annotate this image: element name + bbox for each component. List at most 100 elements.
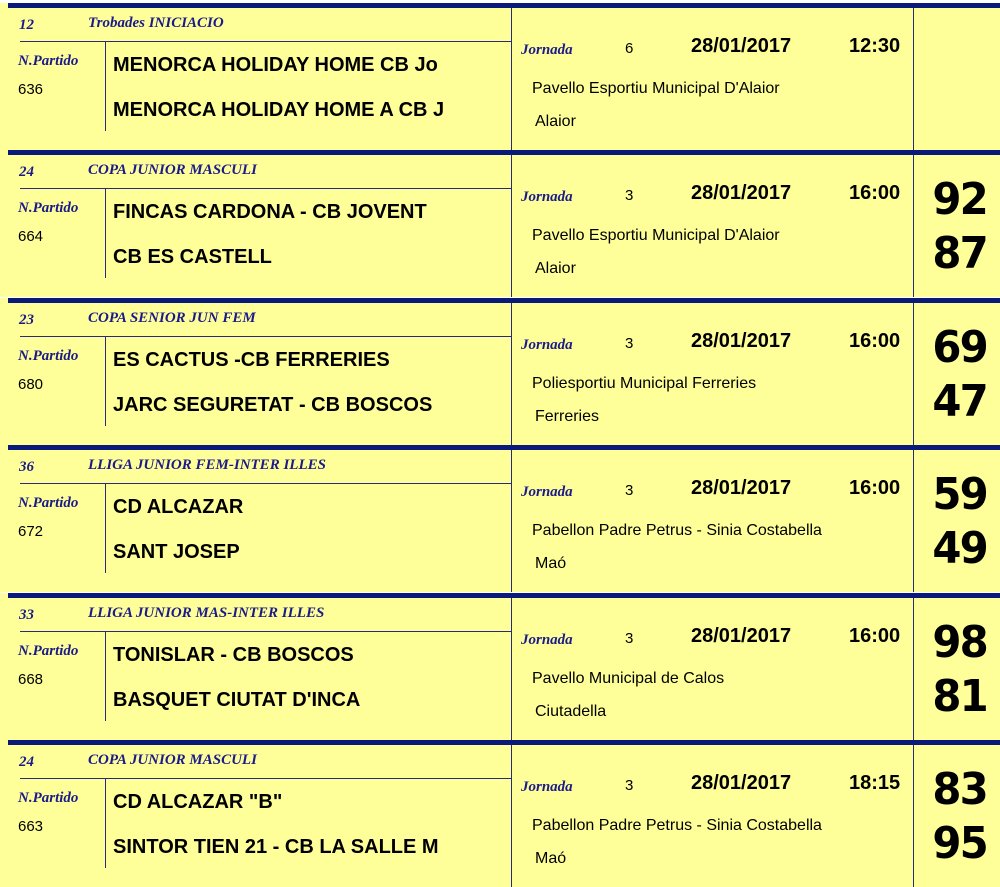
- divider: [20, 188, 511, 190]
- partido-label: N.Partido: [18, 790, 79, 806]
- jornada-label: Jornada: [521, 779, 573, 795]
- partido-label: N.Partido: [18, 200, 79, 217]
- row-divider: [8, 297, 1000, 303]
- match-time: 18:15: [849, 772, 901, 794]
- jornada-number: 3: [625, 482, 634, 500]
- away-team: SINTOR TIEN 21 - CB LA SALLE M: [113, 836, 439, 858]
- city: Maó: [535, 850, 567, 867]
- game-row[interactable]: 12 Trobades INICIACIO N.Partido 636 MENO…: [0, 3, 1000, 150]
- divider: [913, 450, 914, 593]
- divider: [105, 778, 106, 868]
- jornada-label: Jornada: [521, 631, 573, 648]
- away-score: 81: [932, 670, 988, 722]
- city: Ferreries: [535, 407, 600, 425]
- jornada-label: Jornada: [521, 336, 573, 353]
- home-team: CD ALCAZAR: [113, 496, 244, 519]
- divider: [913, 597, 914, 740]
- jornada-number: 3: [625, 777, 634, 794]
- venue: Pavello Esportiu Municipal D'Alaior: [532, 80, 780, 97]
- away-team: MENORCA HOLIDAY HOME A CB J: [113, 99, 445, 121]
- divider: [105, 630, 106, 721]
- match-time: 16:00: [849, 182, 901, 205]
- venue: Pabellon Padre Petrus - Sinia Costabella: [532, 522, 822, 540]
- jornada-number: 3: [625, 629, 634, 647]
- away-score: 87: [932, 228, 988, 280]
- game-row[interactable]: 33 LLIGA JUNIOR MAS-INTER ILLES N.Partid…: [0, 592, 1000, 740]
- away-team: CB ES CASTELL: [113, 246, 272, 269]
- match-date: 28/01/2017: [691, 35, 792, 57]
- match-date: 28/01/2017: [691, 477, 792, 500]
- category-name: COPA JUNIOR MASCULI: [88, 162, 257, 179]
- jornada-number: 3: [625, 334, 634, 352]
- category-name: COPA JUNIOR MASCULI: [88, 752, 257, 768]
- city: Alaior: [535, 113, 576, 130]
- home-score: 59: [932, 469, 988, 521]
- category-name: Trobades INICIACIO: [88, 15, 224, 31]
- away-team: JARC SEGURETAT - CB BOSCOS: [113, 393, 433, 416]
- away-score: 49: [932, 523, 988, 575]
- divider: [511, 8, 512, 150]
- divider: [511, 745, 512, 887]
- partido-label: N.Partido: [18, 495, 79, 512]
- divider: [511, 450, 512, 593]
- divider: [20, 630, 511, 632]
- match-date: 28/01/2017: [691, 772, 792, 794]
- divider: [913, 302, 914, 445]
- category-name: COPA SENIOR JUN FEM: [88, 309, 256, 326]
- jornada-number: 3: [625, 187, 634, 205]
- venue: Poliesportiu Municipal Ferreries: [532, 374, 757, 392]
- category-number: 24: [19, 754, 34, 770]
- row-divider: [8, 740, 1000, 745]
- match-date: 28/01/2017: [691, 624, 792, 647]
- divider: [105, 335, 106, 426]
- city: Ciutadella: [535, 702, 607, 720]
- partido-number: 636: [18, 81, 44, 98]
- partido-label: N.Partido: [18, 53, 79, 69]
- match-date: 28/01/2017: [691, 329, 792, 352]
- jornada-label: Jornada: [521, 42, 573, 58]
- jornada-number: 6: [625, 40, 634, 57]
- city: Alaior: [535, 260, 576, 278]
- category-number: 33: [19, 606, 34, 623]
- home-team: ES CACTUS -CB FERRERIES: [113, 348, 390, 371]
- home-score: 98: [932, 616, 988, 668]
- divider: [913, 8, 914, 150]
- category-number: 36: [19, 459, 34, 476]
- venue: Pavello Esportiu Municipal D'Alaior: [532, 227, 780, 245]
- match-date: 28/01/2017: [691, 182, 792, 205]
- divider: [105, 188, 106, 279]
- home-score: 83: [932, 764, 988, 815]
- game-row[interactable]: 24 COPA JUNIOR MASCULI N.Partido 663 CD …: [0, 740, 1000, 887]
- category-name: LLIGA JUNIOR FEM-INTER ILLES: [88, 457, 326, 474]
- jornada-label: Jornada: [521, 484, 573, 501]
- home-team: FINCAS CARDONA - CB JOVENT: [113, 201, 427, 224]
- venue: Pabellon Padre Petrus - Sinia Costabella: [532, 817, 822, 834]
- partido-number: 672: [18, 523, 44, 541]
- partido-number: 663: [18, 818, 44, 835]
- divider: [20, 483, 511, 485]
- match-time: 16:00: [849, 624, 901, 647]
- away-score: 47: [932, 375, 988, 427]
- game-row[interactable]: 23 COPA SENIOR JUN FEM N.Partido 680 ES …: [0, 297, 1000, 445]
- match-time: 16:00: [849, 477, 901, 500]
- away-team: BASQUET CIUTAT D'INCA: [113, 688, 361, 711]
- home-score: 92: [932, 174, 988, 226]
- divider: [511, 155, 512, 298]
- divider: [20, 778, 511, 779]
- partido-label: N.Partido: [18, 347, 79, 364]
- game-row[interactable]: 24 COPA JUNIOR MASCULI N.Partido 664 FIN…: [0, 150, 1000, 298]
- home-team: MENORCA HOLIDAY HOME CB Jo: [113, 54, 438, 76]
- category-number: 24: [19, 164, 34, 181]
- partido-number: 664: [18, 228, 44, 246]
- game-row[interactable]: 36 LLIGA JUNIOR FEM-INTER ILLES N.Partid…: [0, 445, 1000, 593]
- row-divider: [8, 3, 1000, 8]
- home-team: CD ALCAZAR "B": [113, 791, 283, 813]
- category-name: LLIGA JUNIOR MAS-INTER ILLES: [88, 604, 325, 621]
- venue: Pavello Municipal de Calos: [532, 669, 725, 687]
- jornada-label: Jornada: [521, 189, 573, 206]
- divider: [20, 335, 511, 337]
- category-number: 12: [19, 17, 34, 33]
- row-divider: [8, 592, 1000, 598]
- divider: [511, 302, 512, 445]
- away-team: SANT JOSEP: [113, 541, 240, 564]
